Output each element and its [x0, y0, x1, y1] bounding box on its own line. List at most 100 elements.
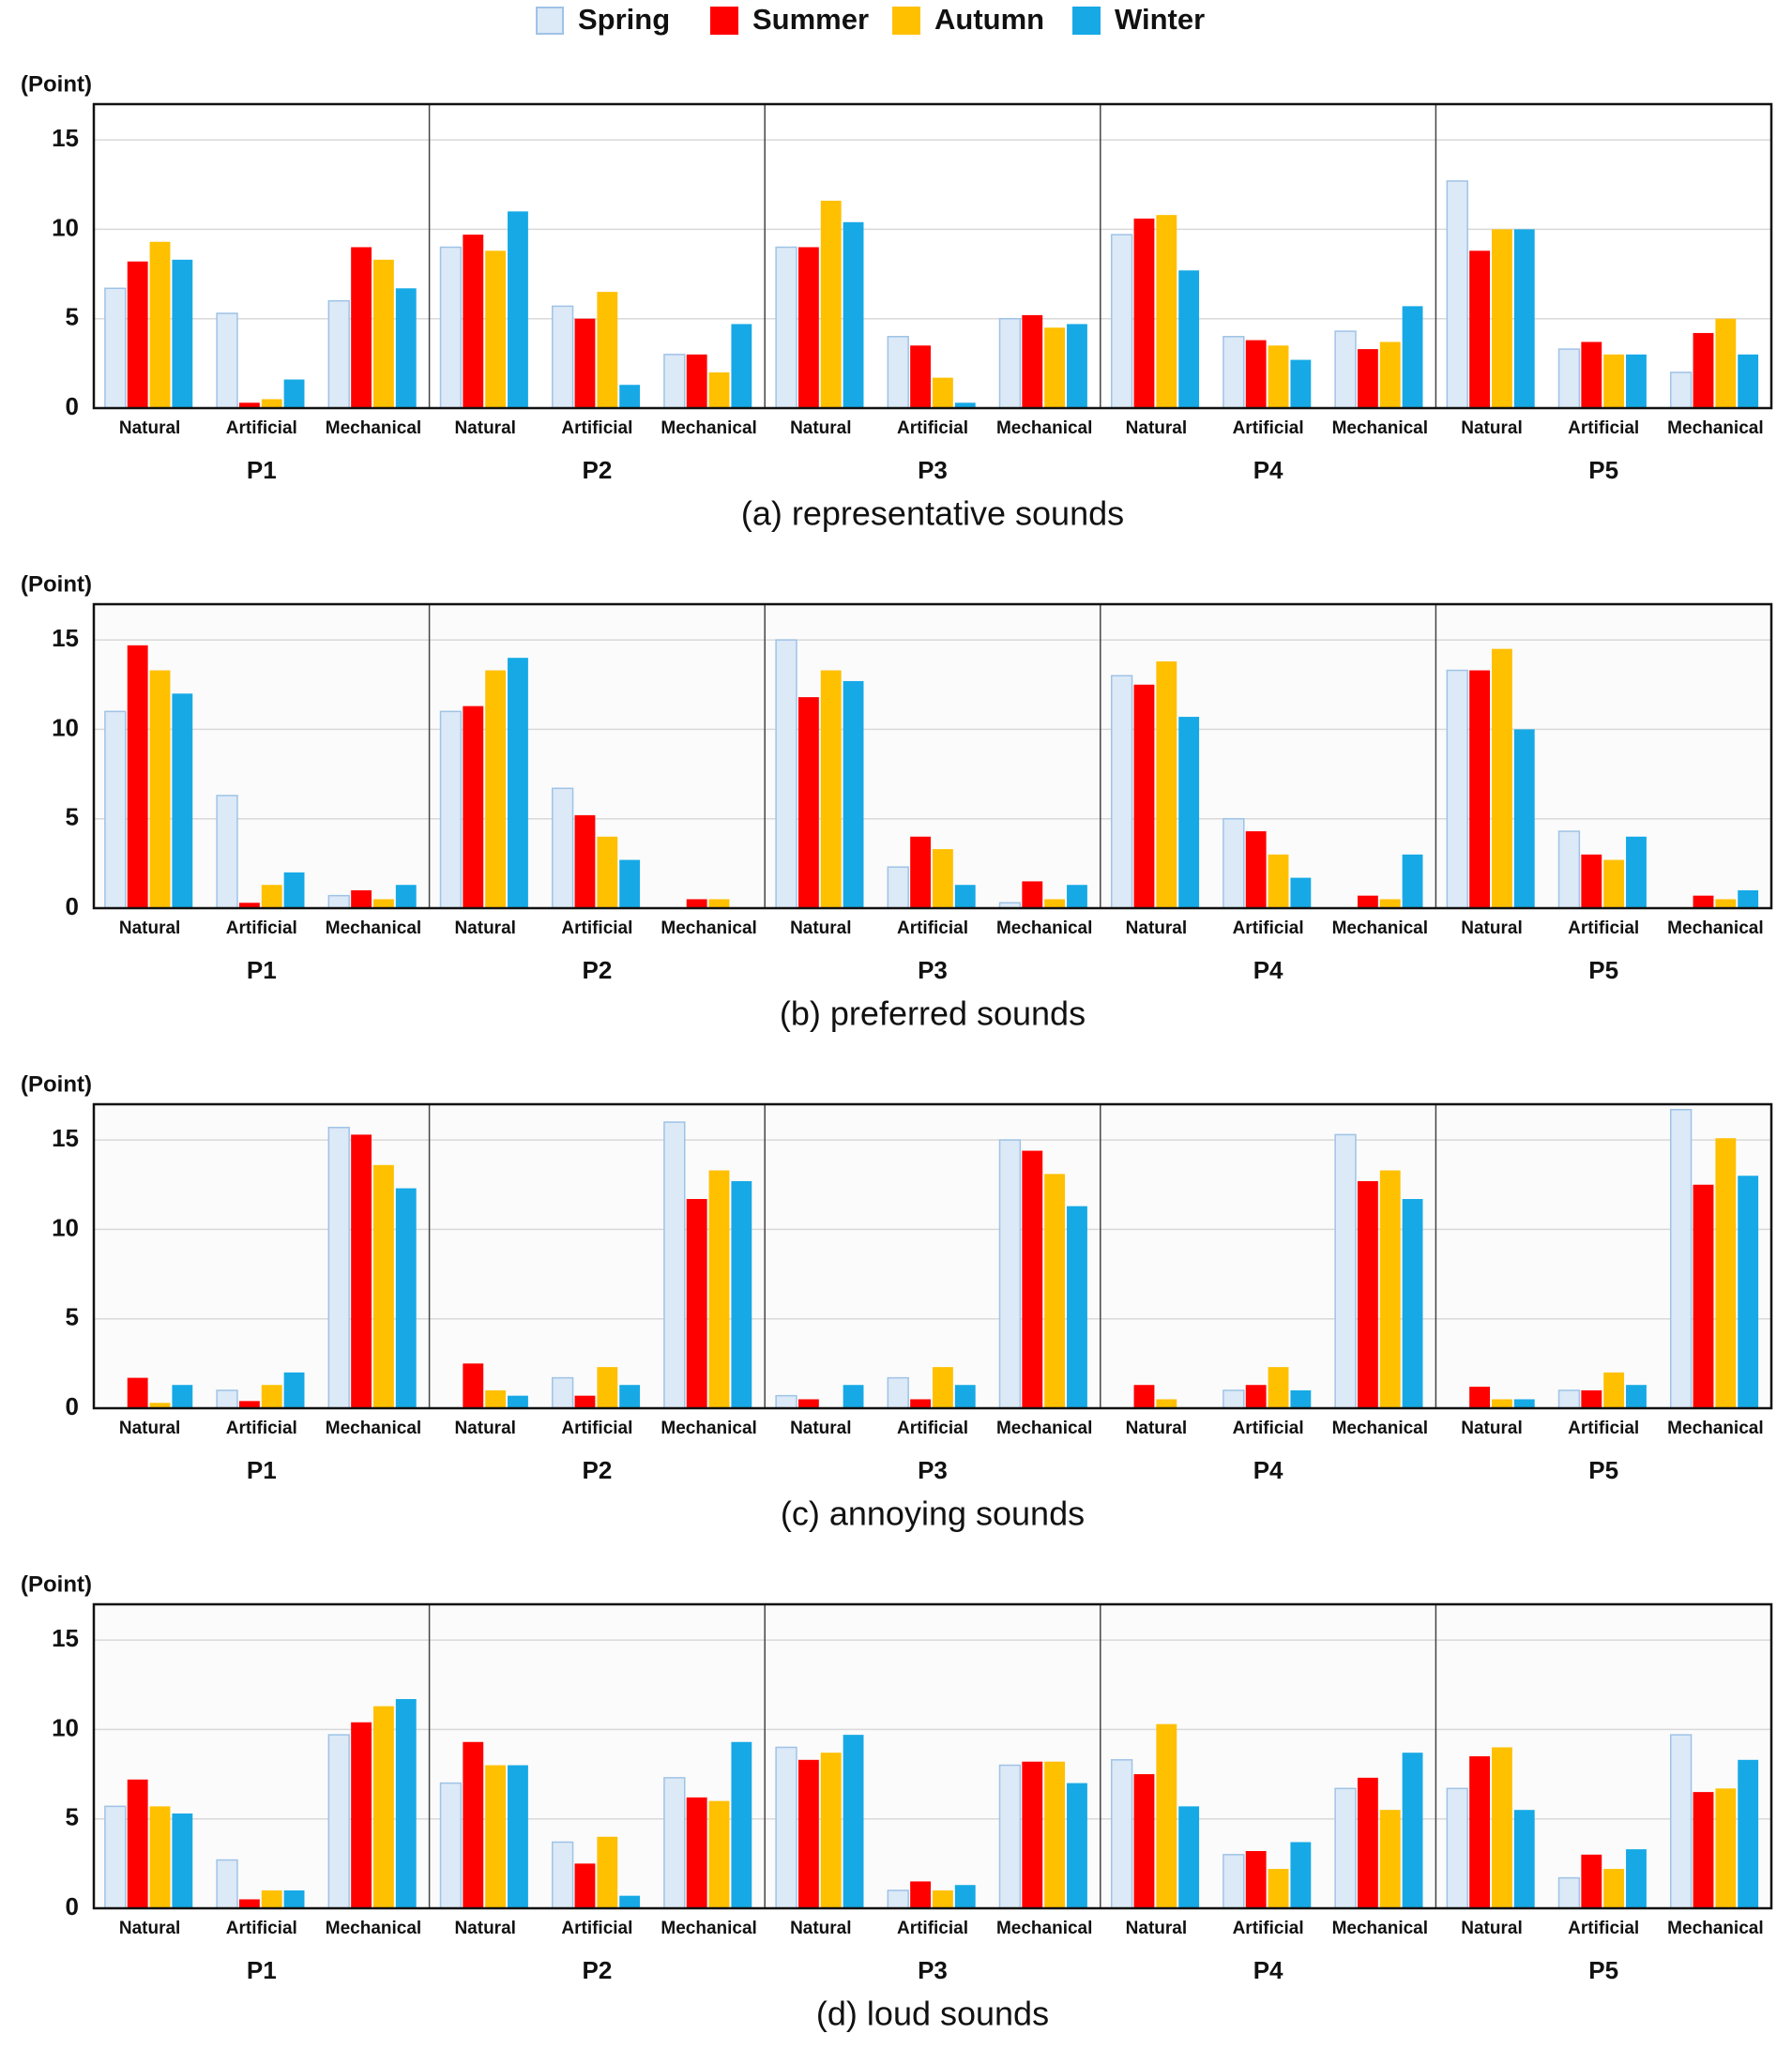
x-tick-label: Natural [119, 1919, 180, 1938]
bar [327, 1127, 350, 1409]
bar [1290, 1842, 1312, 1908]
bar [1044, 1761, 1066, 1908]
y-tick-label: 0 [66, 1892, 79, 1920]
bar [1178, 717, 1200, 908]
bar [1156, 1399, 1177, 1408]
y-tick-label: 10 [52, 1713, 79, 1741]
bar [1738, 889, 1759, 908]
bar [775, 1746, 797, 1909]
group-label: P5 [1588, 1956, 1618, 1984]
bar [395, 1188, 417, 1408]
group-label: P1 [247, 1956, 277, 1984]
y-axis-label: (Point) [21, 1071, 92, 1097]
bar [1067, 1206, 1087, 1408]
x-tick-label: Natural [790, 918, 851, 938]
x-tick-label: Natural [1126, 918, 1187, 938]
bar [1492, 1399, 1512, 1408]
panel-title: (c) annoying sounds [781, 1495, 1085, 1533]
y-tick-label: 15 [52, 1624, 79, 1652]
y-tick-label: 15 [52, 624, 79, 652]
legend-label: Winter [1115, 3, 1205, 36]
x-tick-label: Natural [1461, 1419, 1522, 1438]
group-label: P3 [918, 956, 948, 984]
bar [351, 247, 372, 408]
bar [1268, 1367, 1289, 1408]
bar [1738, 1759, 1759, 1908]
x-tick-label: Mechanical [1332, 1419, 1428, 1438]
bar [731, 1180, 752, 1408]
x-tick-label: Artificial [561, 1919, 632, 1938]
y-tick-label: 5 [66, 803, 79, 831]
x-tick-label: Mechanical [996, 918, 1092, 938]
bar [172, 1385, 193, 1408]
bar [1110, 234, 1133, 409]
bar [1513, 729, 1535, 908]
x-tick-label: Natural [790, 1919, 851, 1938]
legend-label: Summer [752, 3, 869, 36]
bar [1492, 648, 1512, 908]
y-axis-label: (Point) [21, 571, 92, 597]
bar [395, 1699, 417, 1908]
x-tick-label: Artificial [1233, 1419, 1304, 1438]
x-tick-label: Mechanical [661, 1919, 756, 1938]
bar [686, 1797, 707, 1908]
bar [1492, 229, 1512, 408]
bar [283, 1372, 305, 1408]
x-tick-label: Natural [119, 418, 180, 438]
bar [910, 836, 931, 908]
group-label: P2 [582, 1956, 612, 1984]
bar [1357, 895, 1378, 908]
legend-swatch [710, 7, 738, 35]
bar [797, 1399, 819, 1408]
x-tick-label: Artificial [1233, 418, 1304, 438]
bar [373, 259, 394, 408]
bar [731, 324, 752, 408]
bar [104, 710, 127, 909]
x-tick-label: Artificial [1568, 918, 1639, 938]
x-tick-label: Mechanical [326, 1419, 421, 1438]
bar [508, 1395, 528, 1408]
group-label: P5 [1588, 456, 1618, 484]
x-tick-label: Artificial [897, 1419, 968, 1438]
bar [820, 670, 842, 908]
bar [1379, 1810, 1401, 1908]
bar [1669, 1734, 1693, 1909]
group-label: P1 [247, 456, 277, 484]
bar [395, 885, 417, 908]
bar [1626, 354, 1647, 408]
bar [1156, 1723, 1177, 1908]
bar [283, 379, 305, 408]
bar [686, 899, 707, 908]
y-tick-label: 0 [66, 892, 79, 920]
bar [619, 385, 641, 408]
bar [954, 885, 976, 908]
y-axis-label: (Point) [21, 1571, 92, 1597]
bar [1334, 1787, 1357, 1909]
y-tick-label: 5 [66, 1803, 79, 1831]
bar [238, 903, 260, 908]
x-tick-label: Artificial [1233, 918, 1304, 938]
legend-swatch [1072, 7, 1101, 35]
x-tick-label: Artificial [226, 1919, 297, 1938]
bar [1581, 342, 1602, 408]
bar [485, 250, 507, 408]
bar [1581, 854, 1602, 908]
x-tick-label: Mechanical [661, 1419, 756, 1438]
legend-swatch [892, 7, 920, 35]
bar [351, 1134, 372, 1408]
bar [663, 1121, 686, 1409]
x-tick-label: Mechanical [661, 418, 756, 438]
bar [1469, 1756, 1490, 1908]
bar [887, 336, 909, 409]
group-label: P4 [1253, 1956, 1283, 1984]
bar [1715, 318, 1737, 408]
bar [1669, 372, 1693, 409]
bar [485, 1765, 507, 1908]
bar [216, 795, 238, 909]
bar [1379, 899, 1401, 908]
bar [797, 697, 819, 908]
x-tick-label: Natural [1126, 1919, 1187, 1938]
bar [216, 312, 238, 409]
bar [551, 305, 574, 409]
